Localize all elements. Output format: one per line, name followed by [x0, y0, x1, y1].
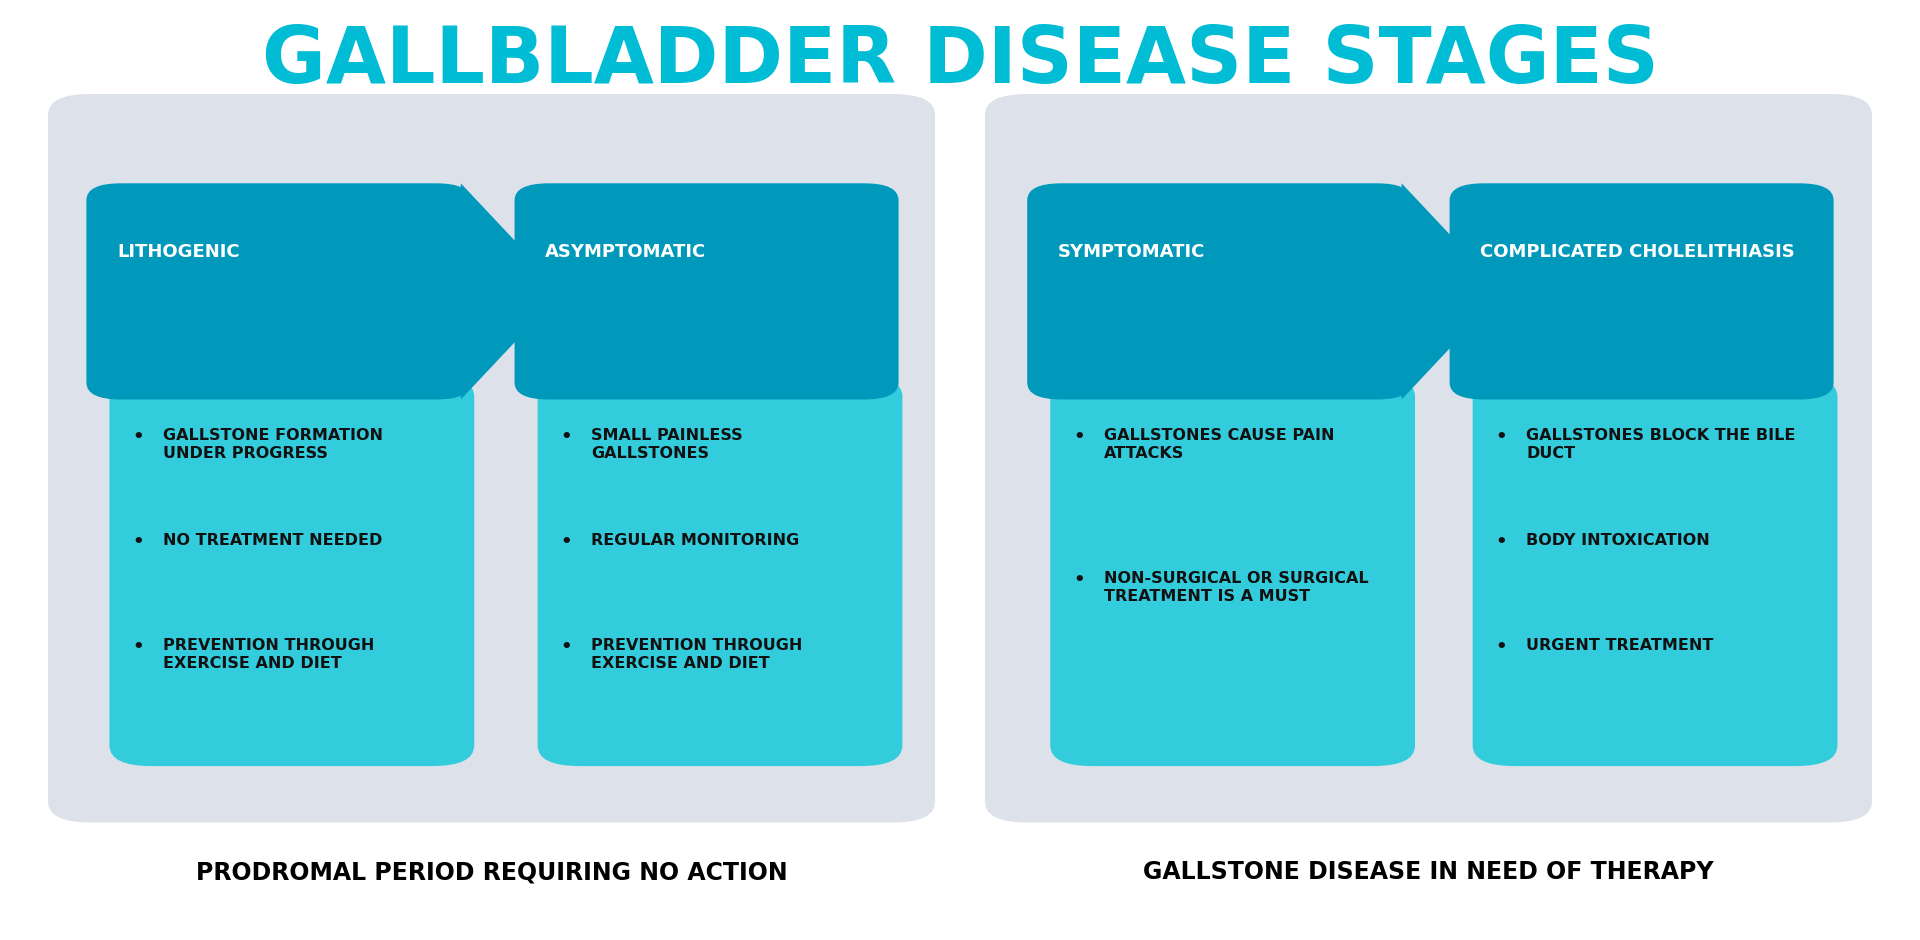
Polygon shape	[461, 183, 563, 400]
Text: PRODROMAL PERIOD REQUIRING NO ACTION: PRODROMAL PERIOD REQUIRING NO ACTION	[196, 860, 787, 885]
Text: •: •	[1073, 428, 1085, 446]
Text: SYMPTOMATIC: SYMPTOMATIC	[1058, 243, 1206, 261]
Text: •: •	[1496, 533, 1507, 551]
Text: PREVENTION THROUGH
EXERCISE AND DIET: PREVENTION THROUGH EXERCISE AND DIET	[163, 637, 374, 670]
FancyBboxPatch shape	[48, 94, 935, 822]
FancyBboxPatch shape	[1473, 376, 1837, 766]
Text: •: •	[561, 533, 572, 551]
Text: GALLSTONES BLOCK THE BILE
DUCT: GALLSTONES BLOCK THE BILE DUCT	[1526, 428, 1795, 461]
FancyBboxPatch shape	[538, 376, 902, 766]
FancyBboxPatch shape	[1450, 183, 1834, 400]
Text: NO TREATMENT NEEDED: NO TREATMENT NEEDED	[163, 533, 382, 548]
Text: GALLSTONE DISEASE IN NEED OF THERAPY: GALLSTONE DISEASE IN NEED OF THERAPY	[1142, 860, 1715, 885]
Text: REGULAR MONITORING: REGULAR MONITORING	[591, 533, 799, 548]
Text: BODY INTOXICATION: BODY INTOXICATION	[1526, 533, 1711, 548]
Text: SMALL PAINLESS
GALLSTONES: SMALL PAINLESS GALLSTONES	[591, 428, 743, 461]
FancyBboxPatch shape	[985, 94, 1872, 822]
Text: COMPLICATED CHOLELITHIASIS: COMPLICATED CHOLELITHIASIS	[1480, 243, 1795, 261]
FancyBboxPatch shape	[1050, 376, 1415, 766]
Text: •: •	[1496, 428, 1507, 446]
Text: •: •	[132, 637, 144, 655]
Text: GALLSTONE FORMATION
UNDER PROGRESS: GALLSTONE FORMATION UNDER PROGRESS	[163, 428, 384, 461]
Text: •: •	[1073, 571, 1085, 588]
Text: •: •	[561, 428, 572, 446]
FancyBboxPatch shape	[1027, 183, 1411, 400]
Text: •: •	[132, 428, 144, 446]
FancyBboxPatch shape	[86, 183, 470, 400]
Text: •: •	[1496, 637, 1507, 655]
Text: •: •	[132, 533, 144, 551]
Text: GALLSTONES CAUSE PAIN
ATTACKS: GALLSTONES CAUSE PAIN ATTACKS	[1104, 428, 1334, 461]
Text: LITHOGENIC: LITHOGENIC	[117, 243, 240, 261]
Text: ASYMPTOMATIC: ASYMPTOMATIC	[545, 243, 707, 261]
Text: NON-SURGICAL OR SURGICAL
TREATMENT IS A MUST: NON-SURGICAL OR SURGICAL TREATMENT IS A …	[1104, 571, 1369, 603]
Text: •: •	[561, 637, 572, 655]
Text: URGENT TREATMENT: URGENT TREATMENT	[1526, 637, 1715, 652]
FancyBboxPatch shape	[515, 183, 899, 400]
FancyBboxPatch shape	[109, 376, 474, 766]
Text: GALLBLADDER DISEASE STAGES: GALLBLADDER DISEASE STAGES	[261, 24, 1659, 99]
Polygon shape	[1402, 183, 1503, 400]
Text: PREVENTION THROUGH
EXERCISE AND DIET: PREVENTION THROUGH EXERCISE AND DIET	[591, 637, 803, 670]
